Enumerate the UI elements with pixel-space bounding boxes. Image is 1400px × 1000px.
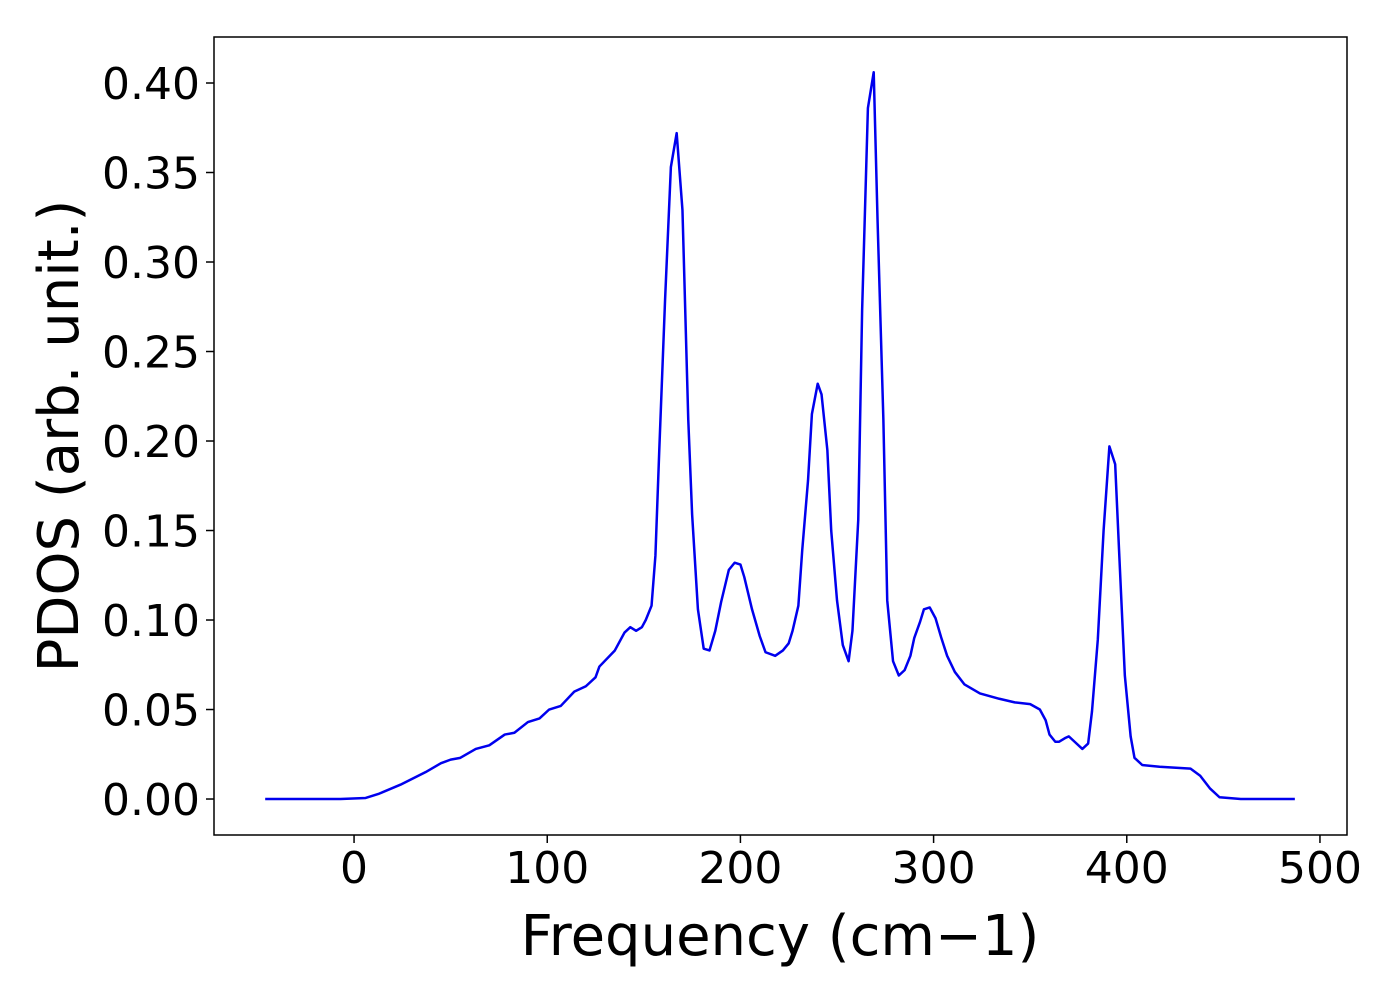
line-series	[265, 71, 1295, 801]
y-tick-label: 0.40	[102, 59, 200, 110]
y-tick-label: 0.15	[102, 507, 200, 558]
y-tick-label: 0.10	[102, 596, 200, 647]
y-tick-label: 0.20	[102, 417, 200, 468]
y-tick-label: 0.05	[102, 686, 200, 737]
x-tick-label: 200	[698, 843, 782, 894]
y-axis-label: PDOS (arb. unit.)	[27, 200, 92, 673]
x-tick-label: 500	[1278, 843, 1362, 894]
x-tick-label: 100	[505, 843, 589, 894]
y-tick-label: 0.00	[102, 775, 200, 826]
y-tick-label: 0.30	[102, 238, 200, 289]
x-tick-label: 0	[340, 843, 368, 894]
y-tick-label: 0.35	[102, 149, 200, 200]
x-tick-label: 400	[1085, 843, 1169, 894]
x-axis-label: Frequency (cm−1)	[521, 904, 1040, 969]
y-tick-label: 0.25	[102, 328, 200, 379]
x-tick-label: 300	[892, 843, 976, 894]
plot-frame	[213, 36, 1348, 836]
